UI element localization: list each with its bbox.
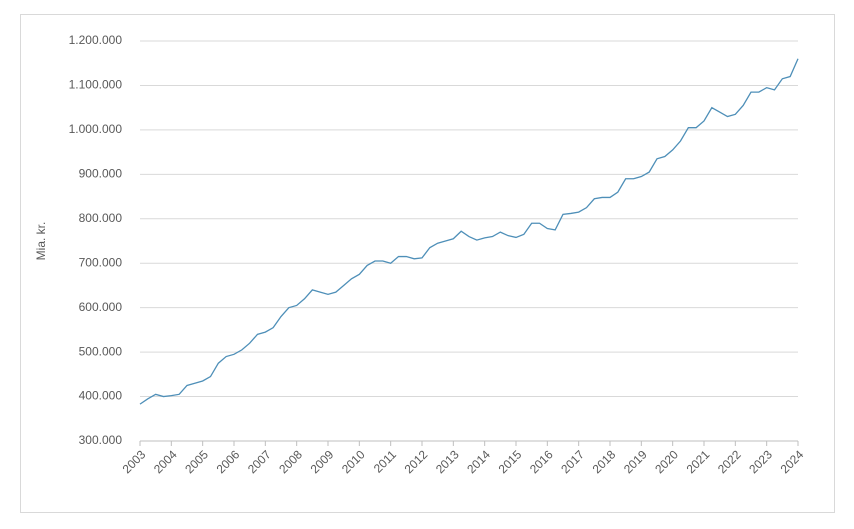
x-tick-label: 2013 <box>433 447 462 476</box>
line-series <box>139 58 799 405</box>
x-tick-label: 2006 <box>214 447 243 476</box>
x-tick-label: 2004 <box>151 447 180 476</box>
chart-frame <box>20 14 835 513</box>
x-tick-label: 2008 <box>276 447 305 476</box>
x-tick-label: 2019 <box>621 447 650 476</box>
x-tick-label: 2010 <box>339 447 368 476</box>
x-tick-label: 2011 <box>371 447 399 475</box>
y-tick-label: 300.000 <box>79 433 123 447</box>
x-tick-label: 2021 <box>684 447 713 476</box>
y-tick-label: 400.000 <box>79 389 123 403</box>
y-tick-label: 1.000.000 <box>69 122 123 136</box>
x-tick-label: 2024 <box>778 447 807 476</box>
x-tick-label: 2022 <box>715 447 744 476</box>
x-tick-label: 2007 <box>245 447 274 476</box>
x-tick-label: 2009 <box>308 447 337 476</box>
y-axis-label: Mia. kr. <box>34 222 48 261</box>
y-tick-label: 1.100.000 <box>69 78 123 92</box>
x-tick-label: 2012 <box>402 447 431 476</box>
y-tick-label: 900.000 <box>79 167 123 181</box>
x-tick-label: 2018 <box>590 447 619 476</box>
y-tick-label: 800.000 <box>79 211 123 225</box>
x-tick-label: 2020 <box>652 447 681 476</box>
y-tick-label: 700.000 <box>79 255 123 269</box>
x-tick-label: 2017 <box>558 447 587 476</box>
y-tick-label: 500.000 <box>79 344 123 358</box>
x-tick-label: 2015 <box>496 447 525 476</box>
x-tick-label: 2003 <box>120 447 149 476</box>
x-tick-label: 2014 <box>464 447 493 476</box>
x-tick-label: 2016 <box>527 447 556 476</box>
x-tick-label: 2023 <box>746 447 775 476</box>
x-tick-label: 2005 <box>182 447 211 476</box>
y-tick-label: 600.000 <box>79 300 123 314</box>
y-tick-label: 1.200.000 <box>69 33 123 47</box>
